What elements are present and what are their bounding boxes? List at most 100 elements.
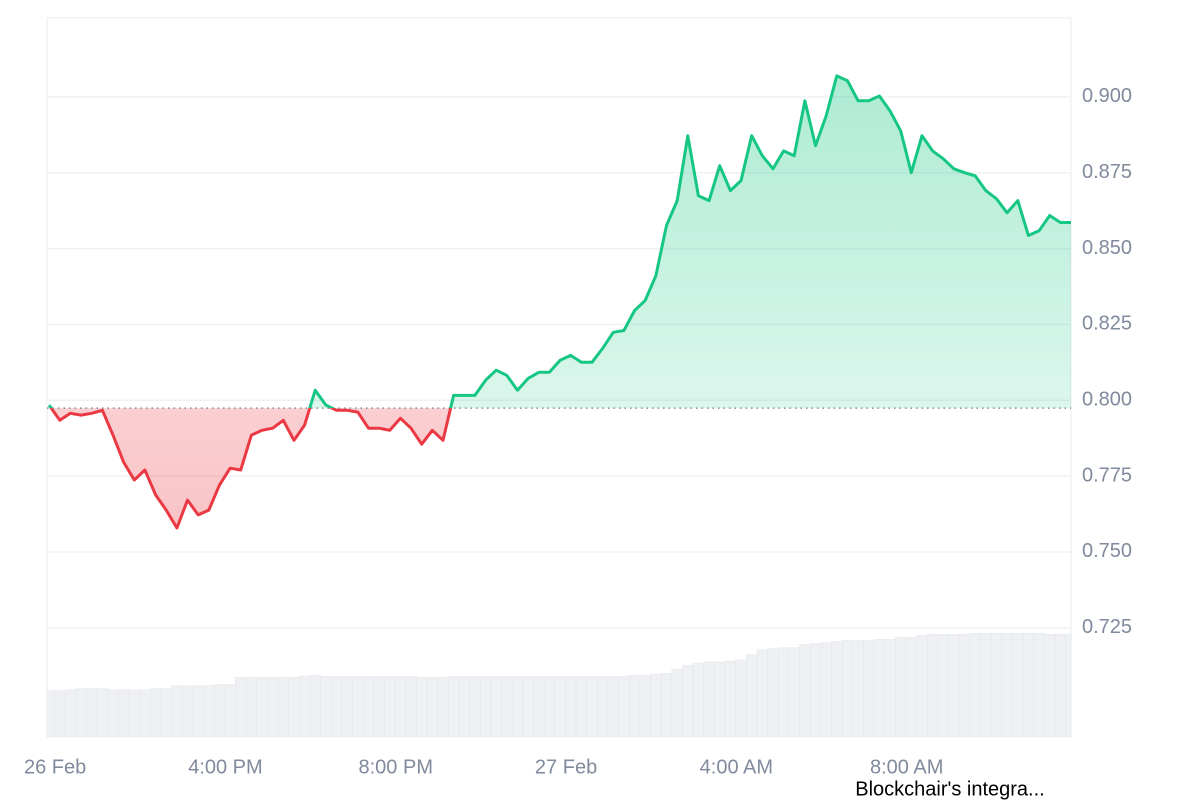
volume-bar: [852, 640, 864, 738]
volume-bar: [629, 675, 641, 738]
volume-bar: [895, 637, 907, 738]
x-tick-label: 26 Feb: [24, 756, 86, 778]
volume-bar: [394, 676, 406, 738]
volume-bar: [107, 689, 119, 738]
volume-bar: [650, 674, 662, 738]
y-tick-label: 0.750: [1082, 540, 1132, 562]
volume-bar: [565, 676, 577, 738]
y-tick-label: 0.800: [1082, 389, 1132, 411]
x-tick-label: 4:00 AM: [700, 756, 773, 778]
volume-bar: [767, 648, 779, 738]
volume-bar: [501, 676, 513, 738]
volume-bar: [267, 677, 279, 738]
volume-bar: [1054, 634, 1066, 738]
annotation[interactable]: Blockchair's integra...: [855, 778, 1044, 800]
volume-bar: [86, 688, 98, 738]
volume-bar: [575, 676, 587, 738]
area-up: [49, 75, 1071, 409]
volume-bar: [256, 677, 268, 738]
y-tick-label: 0.825: [1082, 313, 1132, 335]
volume-bar: [469, 676, 481, 738]
x-tick-label: 4:00 PM: [188, 756, 262, 778]
volume-bar: [692, 662, 704, 738]
volume-bar: [150, 688, 162, 738]
volume-bar: [735, 659, 747, 738]
volume-bar: [714, 661, 726, 738]
volume-bar: [778, 647, 790, 738]
volume-bar: [235, 677, 247, 738]
volume-bar: [682, 664, 694, 738]
volume-bar: [863, 640, 875, 738]
y-tick-label: 0.875: [1082, 161, 1132, 183]
volume-bar: [437, 677, 449, 738]
volume-bar: [1065, 634, 1072, 738]
volume-bar: [724, 660, 736, 738]
volume-bar: [64, 689, 76, 738]
volume-bar: [341, 676, 353, 738]
volume-bar: [405, 676, 417, 738]
volume-bar: [54, 690, 66, 738]
x-tick-label: 8:00 PM: [359, 756, 433, 778]
volume-bar: [639, 675, 651, 738]
volume-bar: [980, 633, 992, 738]
volume-bar: [160, 688, 172, 738]
volume-bar: [352, 676, 364, 738]
volume-bar: [884, 639, 896, 738]
volume-bar: [959, 634, 971, 738]
volume-bar: [1001, 633, 1013, 738]
volume-bar: [213, 684, 225, 738]
volume-bar: [288, 677, 300, 738]
volume-bar: [916, 635, 928, 738]
volume-bar: [1012, 633, 1024, 738]
volume-bar: [607, 676, 619, 738]
volume-bar: [181, 685, 194, 738]
volume-bar: [277, 677, 289, 738]
volume-bar: [831, 641, 843, 738]
volume-bar: [756, 649, 768, 738]
volume-bar: [703, 661, 715, 738]
volume-bar: [873, 639, 885, 738]
volume-bar: [426, 677, 438, 738]
volume-bar: [820, 642, 832, 738]
volume-bar: [948, 634, 960, 738]
volume-bar: [533, 676, 545, 738]
volume-bar: [543, 676, 555, 738]
x-tick-label: 8:00 AM: [870, 756, 943, 778]
volume-bar: [245, 677, 257, 738]
volume-bar: [905, 637, 917, 738]
volume-bar: [373, 676, 385, 738]
volume-bar: [192, 685, 204, 738]
y-tick-label: 0.775: [1082, 464, 1132, 486]
volume-bar: [618, 676, 630, 738]
volume-bar: [969, 633, 981, 738]
price-line-down: [49, 408, 453, 530]
volume-bar: [128, 689, 140, 738]
y-tick-label: 0.900: [1082, 85, 1132, 107]
volume-bar: [118, 689, 130, 738]
volume-bar: [416, 677, 428, 738]
volume-bar: [810, 643, 822, 738]
volume-bar: [448, 676, 460, 738]
y-tick-label: 0.725: [1082, 616, 1132, 638]
volume-bar: [522, 676, 534, 738]
volume-bar: [224, 684, 236, 738]
volume-bar: [362, 676, 374, 738]
volume-bar: [671, 668, 683, 738]
price-line-up: [47, 74, 1071, 409]
volume-bar: [96, 688, 108, 738]
volume-bar: [1022, 633, 1034, 738]
x-tick-label: 27 Feb: [535, 756, 597, 778]
area-down: [49, 408, 1071, 528]
volume-bar: [990, 633, 1003, 738]
volume-bar: [660, 673, 673, 738]
volume-bar: [139, 689, 151, 738]
volume-bar: [75, 688, 87, 738]
y-tick-label: 0.850: [1082, 237, 1132, 259]
volume-bar: [171, 685, 183, 738]
volume-bar: [299, 676, 311, 738]
volume-bar: [384, 676, 396, 738]
volume-bar: [203, 685, 215, 738]
volume-bar: [320, 676, 332, 738]
volume-bar: [554, 676, 566, 738]
